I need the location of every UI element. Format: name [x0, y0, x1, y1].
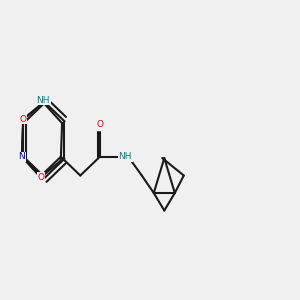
Text: NH: NH [118, 152, 132, 161]
Text: O: O [37, 173, 44, 182]
Text: O: O [96, 120, 103, 129]
Text: NH: NH [37, 96, 50, 105]
Text: N: N [19, 152, 25, 161]
Text: O: O [20, 115, 27, 124]
